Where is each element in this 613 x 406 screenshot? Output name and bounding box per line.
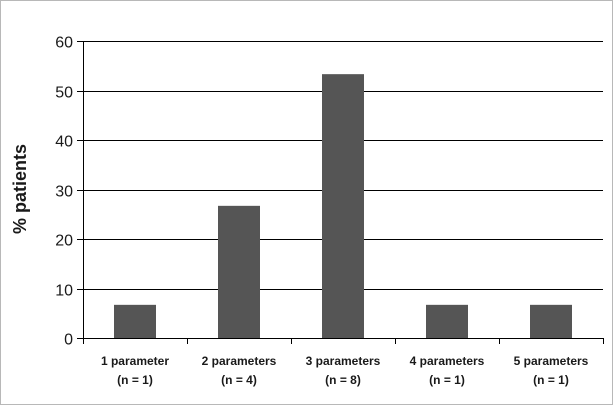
bar <box>114 304 156 338</box>
y-tick-label: 30 <box>55 184 73 201</box>
bar <box>426 304 468 338</box>
bars <box>114 74 572 338</box>
y-axis-title: % patients <box>10 144 30 234</box>
x-category-label: 2 parameters <box>202 354 277 368</box>
y-tick-label: 20 <box>55 233 73 250</box>
x-category-label: 3 parameters <box>306 354 381 368</box>
y-tick-label: 0 <box>64 332 73 349</box>
y-tick-label: 50 <box>55 85 73 102</box>
bar <box>322 74 364 338</box>
bar <box>218 205 260 338</box>
x-category-label: (n = 1) <box>429 373 465 387</box>
x-category-label: (n = 1) <box>117 373 153 387</box>
y-tick-label: 10 <box>55 283 73 300</box>
x-category-label: 5 parameters <box>514 354 589 368</box>
x-category-label: 4 parameters <box>410 354 485 368</box>
bar <box>530 304 572 338</box>
axes <box>77 41 604 344</box>
x-category-label: (n = 4) <box>221 373 257 387</box>
y-tick-label: 60 <box>55 35 73 52</box>
y-tick-label: 40 <box>55 134 73 151</box>
x-category-label: 1 parameter <box>101 354 169 368</box>
x-category-labels: 1 parameter (n = 1) 2 parameters (n = 4) 3 p… <box>101 354 589 387</box>
x-category-label: (n = 8) <box>325 373 361 387</box>
y-tick-labels: 0 10 20 30 40 50 60 <box>55 35 73 349</box>
x-category-label: (n = 1) <box>533 373 569 387</box>
